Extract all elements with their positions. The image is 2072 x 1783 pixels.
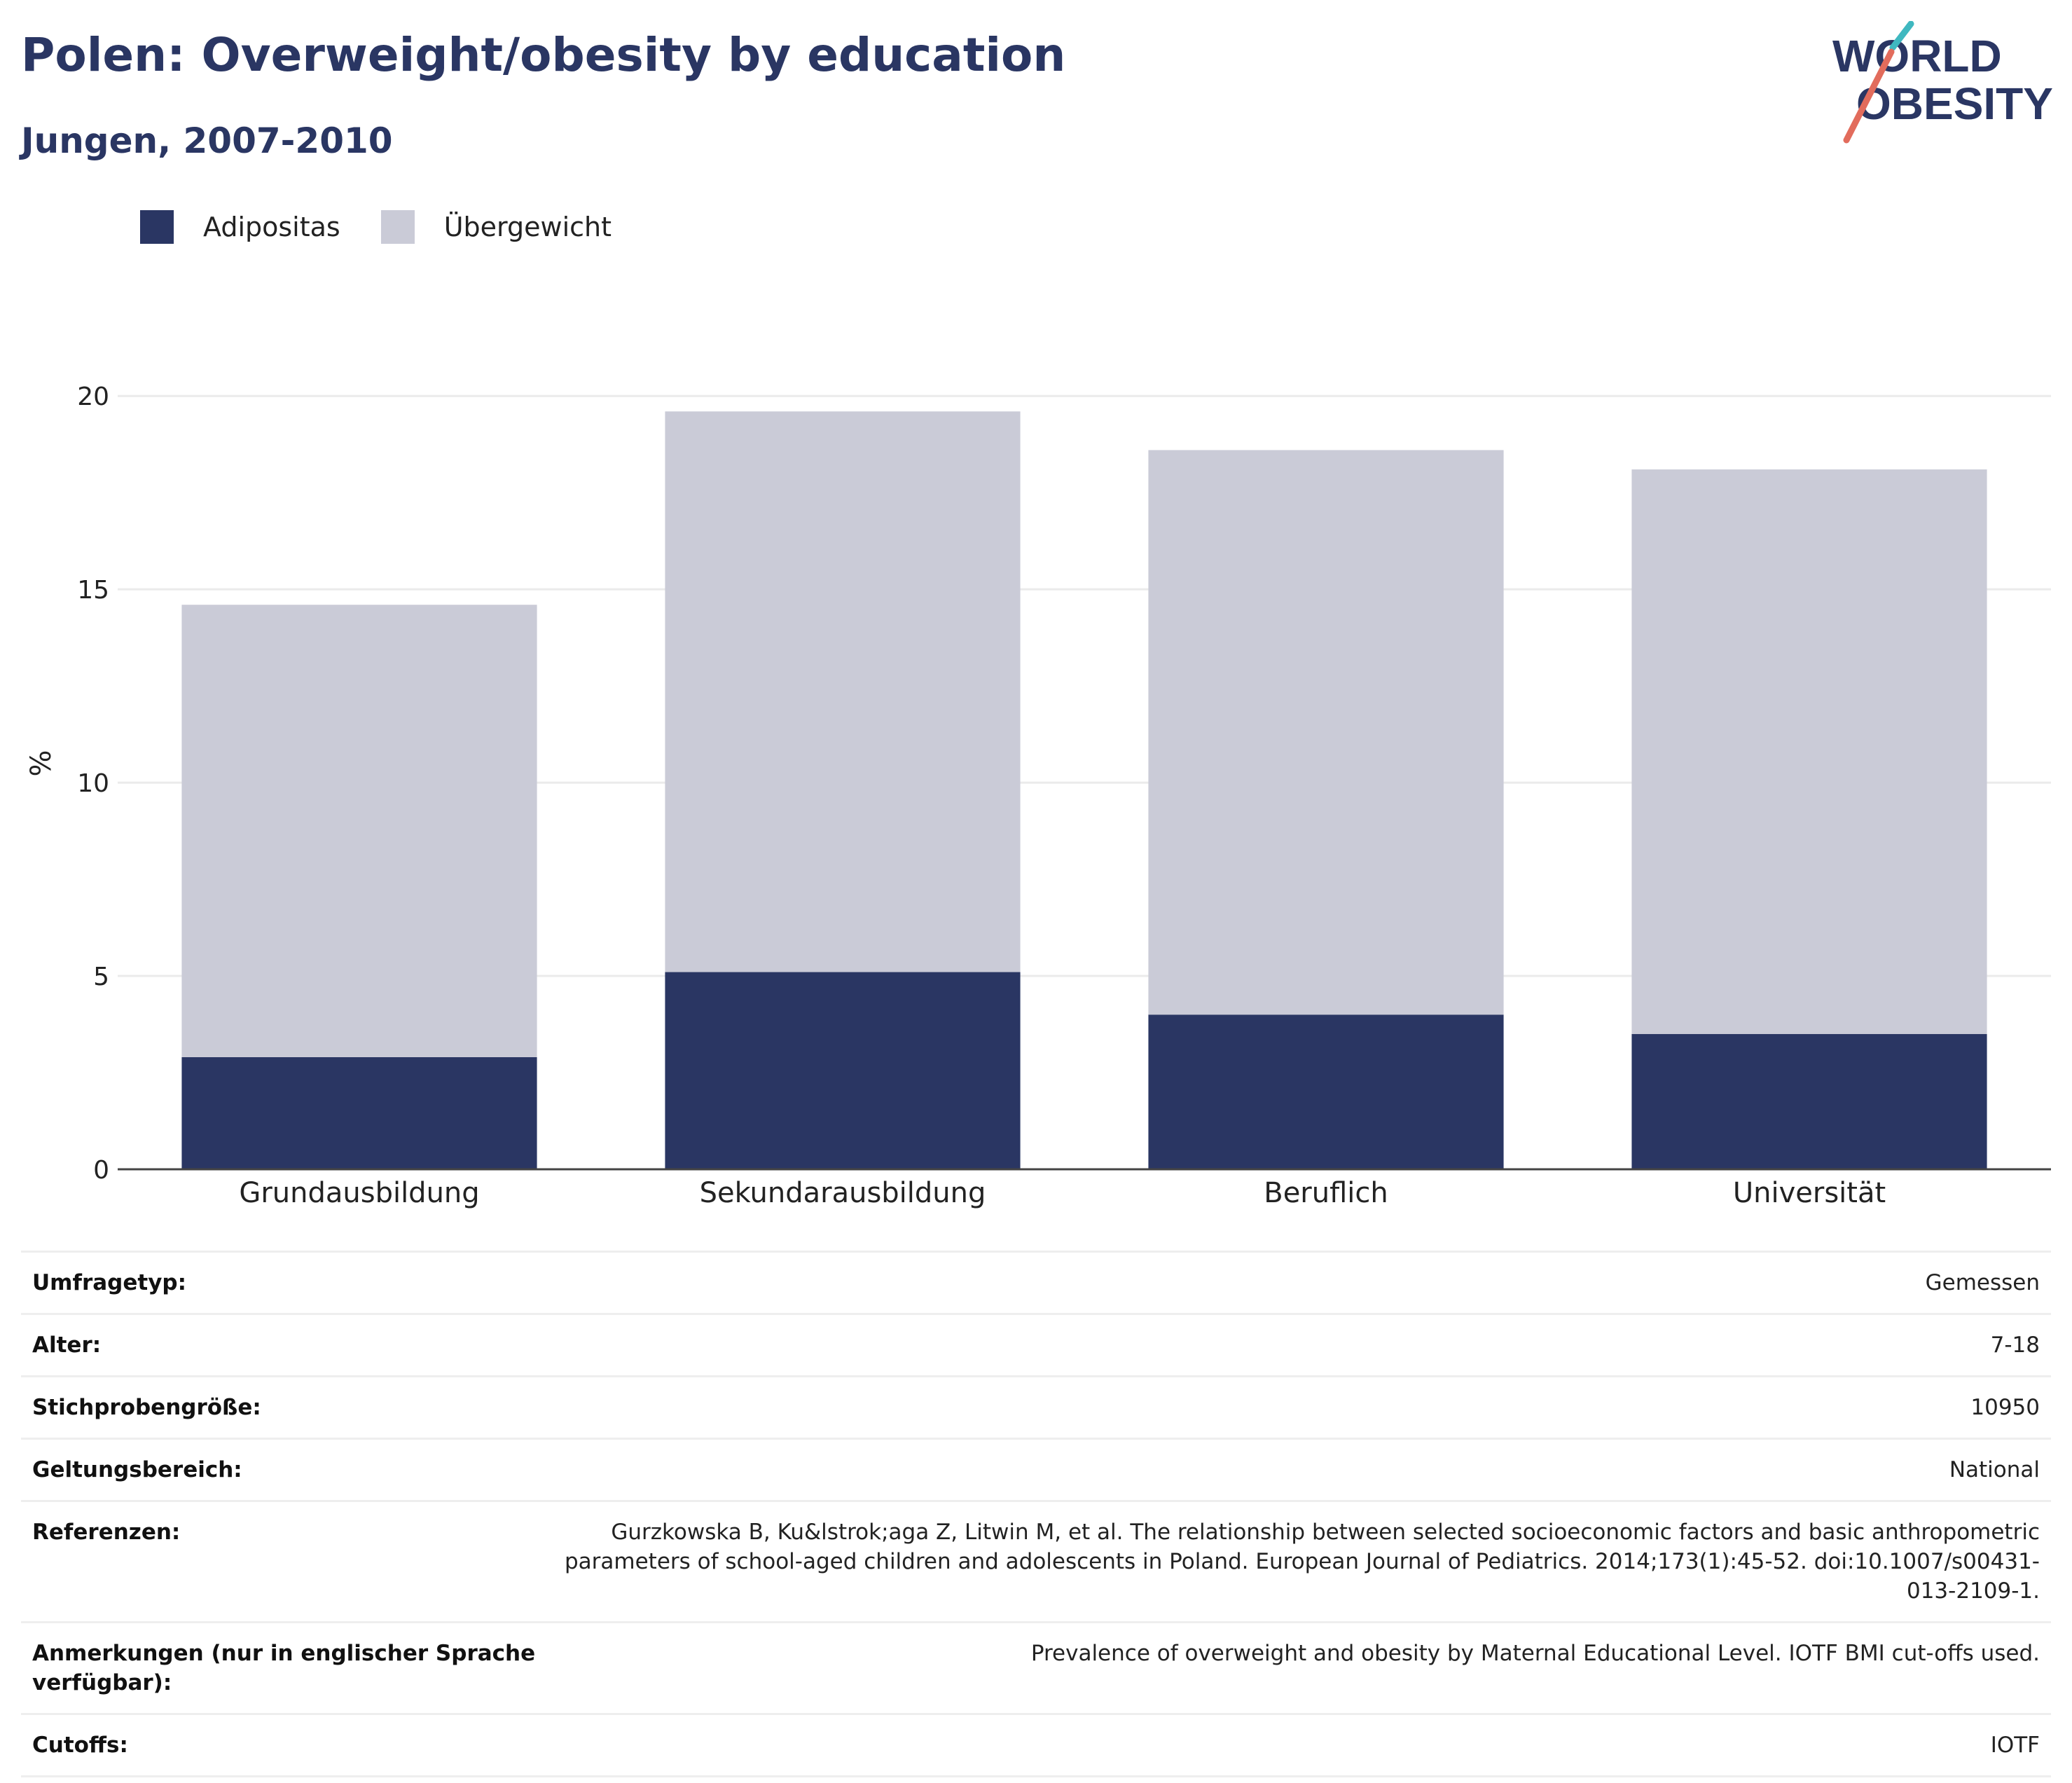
bar-adipositas [665, 972, 1021, 1169]
logo-slash-coral [1843, 48, 1895, 144]
meta-row: Geltungsbereich: National [21, 1438, 2051, 1500]
legend-item-uebergewicht[interactable]: Übergewicht [380, 210, 612, 244]
bar-uebergewicht [1148, 450, 1504, 1015]
meta-value: Prevalence of overweight and obesity by … [1030, 1641, 2040, 1666]
bar-uebergewicht [665, 411, 1021, 972]
meta-value: IOTF [1990, 1733, 2040, 1758]
legend-swatch-adipositas [140, 210, 174, 244]
x-tick-label: Grundausbildung [239, 1177, 479, 1209]
y-tick-label: 5 [93, 963, 109, 991]
legend-swatch-uebergewicht [380, 210, 415, 244]
meta-label: Cutoffs: [32, 1733, 128, 1758]
bar-adipositas [1148, 1014, 1504, 1169]
bar-uebergewicht [181, 605, 537, 1057]
meta-label: Geltungsbereich: [32, 1457, 242, 1482]
logo-word-obesity: OBESITY [1856, 78, 2053, 129]
bar-adipositas [1631, 1033, 1987, 1169]
stacked-bar-chart: 0 5 10 15 20% Grundausbildung Sekundarausbildu… [25, 383, 2051, 1209]
y-axis-title: % [25, 750, 57, 776]
x-tick-label: Beruflich [1264, 1177, 1388, 1209]
legend-item-adipositas[interactable]: Adipositas [140, 210, 340, 244]
logo-slash-teal [1889, 21, 1914, 51]
meta-label: Anmerkungen (nur in englischer Sprache v… [32, 1641, 536, 1695]
legend-label-uebergewicht: Übergewicht [443, 212, 612, 242]
y-tick-label: 0 [93, 1156, 109, 1185]
meta-value: 7-18 [1990, 1333, 2040, 1358]
chart-legend: Adipositas Übergewicht [140, 207, 652, 247]
chart-title: Polen: Overweight/obesity by education [21, 28, 1066, 82]
survey-details-table: Umfragetyp: Gemessen Alter: 7-18 Stichproben… [21, 1251, 2051, 1777]
meta-row: Anmerkungen (nur in englischer Sprache v… [21, 1621, 2051, 1713]
bar-uebergewicht [1631, 469, 1987, 1034]
meta-row: Referenzen: Gurzkowska B, Ku&lstrok;aga Z… [21, 1500, 2051, 1621]
legend-label-adipositas: Adipositas [203, 212, 340, 242]
meta-value: Gemessen [1925, 1270, 2040, 1295]
meta-value: Gurzkowska B, Ku&lstrok;aga Z, Litwin M,… [565, 1520, 2040, 1604]
meta-row: Alter: 7-18 [21, 1313, 2051, 1375]
x-tick-label: Sekundarausbildung [700, 1177, 986, 1209]
world-obesity-logo: WORLD OBESITY [1832, 21, 2053, 144]
meta-row: Umfragetyp: Gemessen [21, 1251, 2051, 1313]
meta-value: National [1949, 1457, 2040, 1482]
meta-row: Cutoffs: IOTF [21, 1713, 2051, 1777]
meta-label: Alter: [32, 1333, 102, 1358]
meta-label: Referenzen: [32, 1520, 181, 1545]
meta-label: Stichprobengröße: [32, 1395, 261, 1420]
bar-adipositas [181, 1056, 537, 1169]
logo-word-world: WORLD [1832, 31, 2002, 81]
chart-subtitle: Jungen, 2007-2010 [21, 121, 393, 161]
x-tick-label: Universität [1733, 1177, 1886, 1209]
y-tick-label: 15 [77, 576, 109, 605]
meta-label: Umfragetyp: [32, 1270, 186, 1295]
meta-value: 10950 [1970, 1395, 2040, 1420]
y-tick-label: 10 [77, 769, 109, 798]
meta-row: Stichprobengröße: 10950 [21, 1375, 2051, 1438]
y-tick-label: 20 [77, 383, 109, 411]
